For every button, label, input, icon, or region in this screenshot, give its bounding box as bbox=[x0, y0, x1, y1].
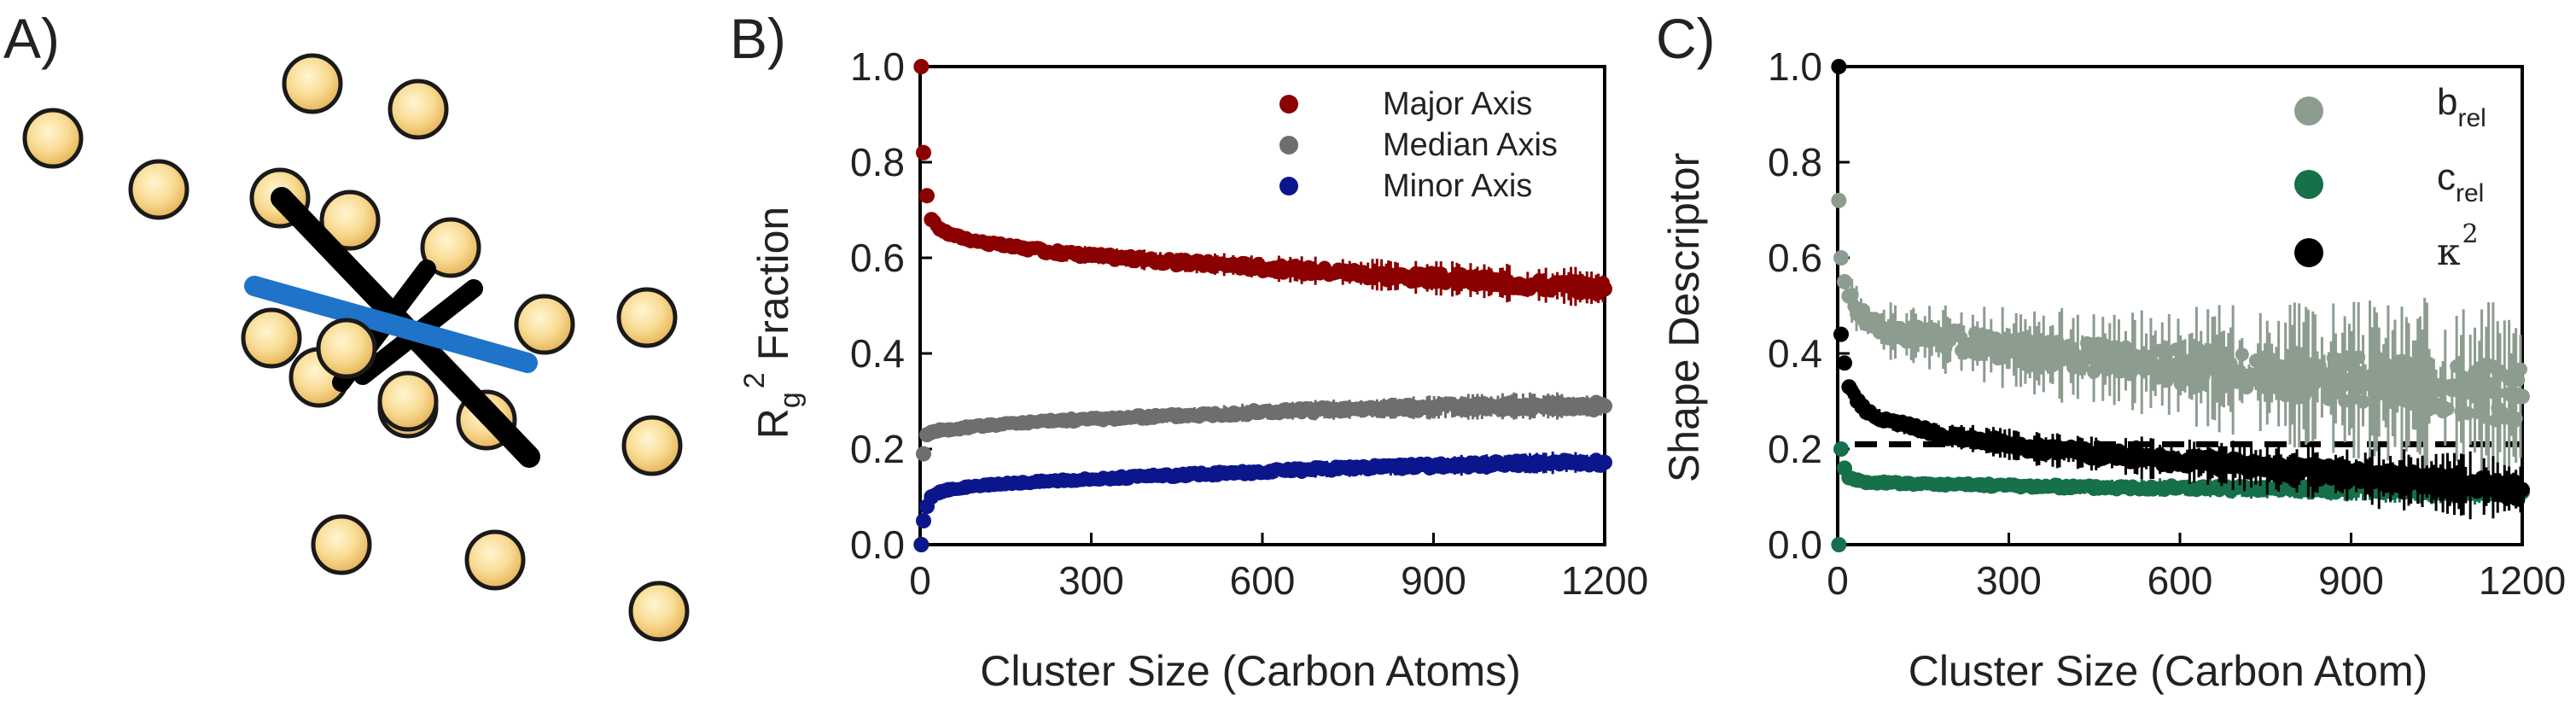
series-kappa-squared bbox=[1831, 59, 2530, 520]
series-median-axis bbox=[913, 392, 1612, 552]
atom-bead bbox=[319, 190, 381, 251]
data-point bbox=[1831, 59, 1847, 74]
y-tick-label: 0.6 bbox=[850, 236, 905, 280]
legend-label-major-axis: Major Axis bbox=[1383, 86, 1532, 122]
data-point bbox=[2513, 362, 2527, 376]
chart-c-y-axis-title: Shape Descriptor bbox=[1660, 153, 1708, 482]
chart-b-x-axis-title: Cluster Size (Carbon Atoms) bbox=[980, 647, 1521, 695]
data-point bbox=[1831, 192, 1847, 208]
atom-bead bbox=[388, 79, 449, 140]
legend-marker-b-rel bbox=[2294, 96, 2323, 125]
x-tick-label: 300 bbox=[1058, 558, 1124, 603]
data-point bbox=[1595, 397, 1610, 411]
atom-bead bbox=[616, 287, 678, 348]
chart-b-y-axis-title: Rg2 Fraction bbox=[738, 207, 807, 439]
atom-bead bbox=[514, 294, 575, 355]
atom-bead bbox=[420, 217, 481, 278]
legend-marker-kappa-squared bbox=[2294, 238, 2323, 267]
data-point bbox=[2461, 406, 2475, 421]
panel-c-label: C) bbox=[1656, 7, 1716, 70]
chart-c-legend: brel crel κ2 bbox=[2294, 81, 2486, 274]
series-minor-axis bbox=[913, 451, 1612, 552]
series-b-rel bbox=[1831, 192, 2530, 481]
minor-axis-line bbox=[244, 276, 538, 373]
x-tick-label: 600 bbox=[1230, 558, 1296, 603]
x-tick-label: 0 bbox=[1827, 558, 1849, 603]
legend-label-b-rel: brel bbox=[2437, 81, 2486, 132]
data-point bbox=[913, 59, 930, 74]
data-point bbox=[1837, 274, 1853, 289]
data-point bbox=[1831, 537, 1847, 552]
y-tick-label: 1.0 bbox=[1768, 44, 1822, 89]
chart-b-legend: Major Axis Median Axis Minor Axis bbox=[1279, 86, 1558, 204]
legend-marker-minor-axis bbox=[1279, 177, 1298, 195]
atom-bead bbox=[316, 318, 377, 379]
atom-bead bbox=[241, 307, 302, 369]
x-tick-label: 600 bbox=[2148, 558, 2213, 603]
x-tick-label: 900 bbox=[1401, 558, 1466, 603]
atom-bead bbox=[22, 108, 84, 169]
y-tick-label: 1.0 bbox=[850, 44, 905, 89]
panel-a: A) bbox=[3, 7, 690, 642]
atom-bead bbox=[282, 53, 343, 114]
data-point bbox=[1595, 455, 1610, 470]
data-point bbox=[2235, 347, 2249, 362]
panel-a-label: A) bbox=[3, 7, 60, 70]
panel-c: C) 0 300 600 900 1200 0.0 0.2 0.4 0.6 0.8 1.0 Clus… bbox=[1656, 7, 2566, 695]
chart-c: 0 300 600 900 1200 0.0 0.2 0.4 0.6 0.8 1.0 bbox=[1768, 44, 2566, 603]
x-tick-label: 0 bbox=[909, 558, 931, 603]
legend-label-c-rel: crel bbox=[2437, 156, 2484, 207]
panel-b-label: B) bbox=[730, 7, 786, 70]
x-tick-label: 1200 bbox=[1561, 558, 1648, 603]
atom-bead bbox=[128, 159, 189, 220]
data-point bbox=[1833, 326, 1850, 342]
data-point bbox=[916, 513, 932, 528]
atom-bead bbox=[628, 581, 690, 642]
data-point bbox=[1833, 250, 1850, 265]
atom-bead bbox=[377, 371, 439, 432]
x-tick-label: 1200 bbox=[2479, 558, 2566, 603]
legend-marker-major-axis bbox=[1279, 95, 1298, 114]
panel-b: B) 0 300 600 900 1200 0.0 0.2 0.4 0.6 0.8 1.0 Clus… bbox=[730, 7, 1648, 695]
y-tick-label: 0.8 bbox=[850, 140, 905, 184]
y-tick-label: 0.2 bbox=[1768, 427, 1822, 471]
legend-label-minor-axis: Minor Axis bbox=[1383, 168, 1532, 204]
legend-marker-median-axis bbox=[1279, 136, 1298, 155]
cluster-beads-front bbox=[316, 318, 439, 432]
data-point bbox=[916, 446, 932, 462]
data-point bbox=[2356, 394, 2370, 409]
legend-label-kappa-squared: κ2 bbox=[2437, 219, 2479, 274]
data-point bbox=[1595, 276, 1610, 290]
data-point bbox=[1837, 355, 1853, 371]
y-tick-label: 0.2 bbox=[850, 427, 905, 471]
y-tick-label: 0.8 bbox=[1768, 140, 1822, 184]
atom-bead bbox=[621, 415, 683, 476]
data-point bbox=[1833, 441, 1850, 457]
chart-b: 0 300 600 900 1200 0.0 0.2 0.4 0.6 0.8 1.0 bbox=[850, 44, 1648, 603]
principal-axes bbox=[244, 187, 540, 468]
y-tick-label: 0.6 bbox=[1768, 236, 1822, 280]
x-tick-label: 900 bbox=[2318, 558, 2384, 603]
atom-bead bbox=[311, 514, 372, 575]
legend-label-median-axis: Median Axis bbox=[1383, 127, 1558, 163]
x-tick-label: 300 bbox=[1976, 558, 2042, 603]
legend-marker-c-rel bbox=[2294, 170, 2323, 199]
y-tick-label: 0.0 bbox=[850, 522, 905, 567]
data-point bbox=[919, 188, 935, 204]
y-tick-label: 0.0 bbox=[1768, 522, 1822, 567]
y-tick-label: 0.4 bbox=[850, 331, 905, 376]
atom-bead bbox=[464, 529, 526, 591]
series-major-axis bbox=[913, 59, 1612, 306]
data-point bbox=[2513, 482, 2527, 497]
data-point bbox=[916, 144, 932, 160]
data-point bbox=[913, 537, 930, 552]
chart-c-x-axis-title: Cluster Size (Carbon Atom) bbox=[1909, 647, 2428, 695]
y-tick-label: 0.4 bbox=[1768, 331, 1822, 376]
